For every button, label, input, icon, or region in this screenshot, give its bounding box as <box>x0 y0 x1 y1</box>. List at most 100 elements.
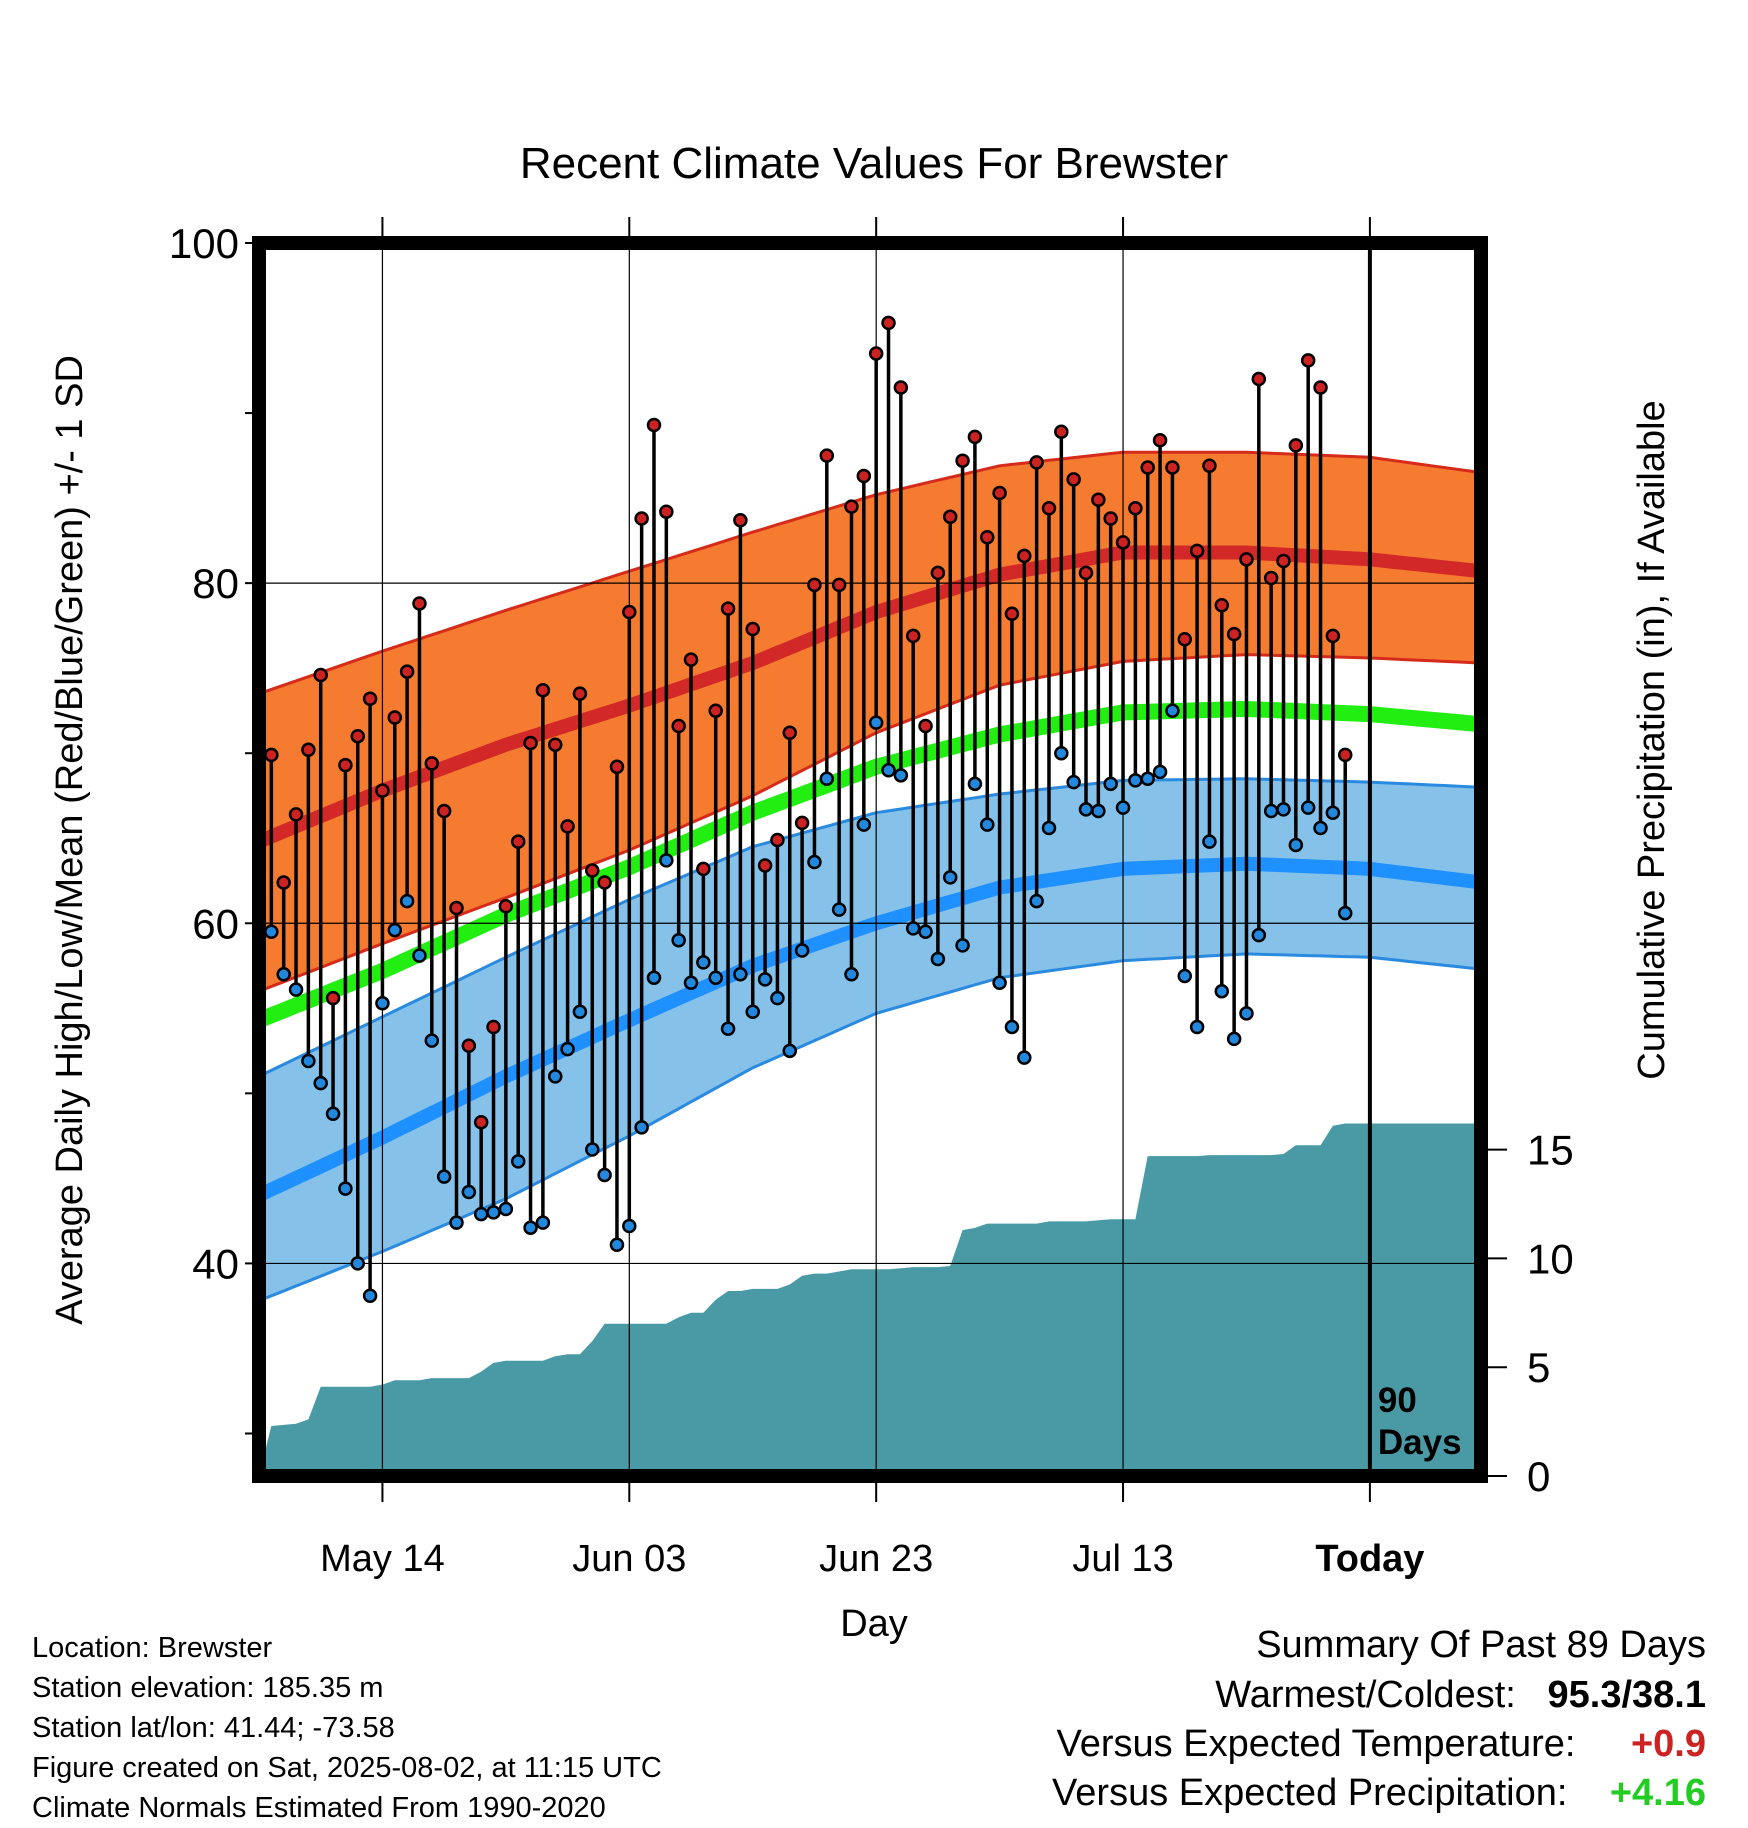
daily-high-point <box>942 509 958 525</box>
daily-low-point <box>1263 803 1279 819</box>
y-tick-label: 40 <box>192 1240 239 1287</box>
daily-low-point <box>819 771 835 786</box>
daily-low-point <box>831 902 847 917</box>
daily-high-point <box>1189 543 1205 559</box>
daily-high-point <box>844 499 859 514</box>
daily-high-point <box>313 667 328 683</box>
daily-high-point <box>301 742 316 758</box>
summary-precip: Versus Expected Precipitation: +4.16 <box>1052 1772 1706 1815</box>
daily-low-point <box>1041 820 1057 836</box>
daily-low-point <box>362 1288 378 1303</box>
daily-high-point <box>671 718 686 734</box>
daily-high-point <box>881 315 896 331</box>
daily-low-point <box>1165 703 1180 718</box>
daily-low-point <box>276 967 291 982</box>
daily-high-point <box>955 453 970 468</box>
daily-low-point <box>720 1021 736 1036</box>
daily-low-point <box>597 1167 612 1183</box>
daily-high-point <box>831 577 847 593</box>
daily-high-point <box>449 900 464 916</box>
daily-high-point <box>634 511 649 526</box>
daily-low-point <box>609 1237 625 1252</box>
daily-high-point <box>1115 535 1131 550</box>
daily-high-point <box>350 728 365 744</box>
daily-high-point <box>930 565 946 581</box>
daily-low-point <box>980 817 995 832</box>
today-days-label-line: 90 <box>1378 1381 1417 1420</box>
daily-high-point <box>387 710 403 725</box>
daily-low-point <box>1004 1019 1020 1035</box>
daily-high-point <box>1251 371 1267 387</box>
daily-high-point <box>1004 606 1020 622</box>
daily-high-point <box>362 691 378 707</box>
daily-low-point <box>288 982 304 997</box>
daily-high-point <box>659 504 674 519</box>
daily-low-point <box>745 1004 760 1019</box>
daily-low-point <box>868 715 884 730</box>
daily-low-point <box>671 933 686 948</box>
daily-low-point <box>350 1256 365 1271</box>
daily-low-point <box>547 1069 563 1084</box>
daily-high-point <box>807 577 822 593</box>
daily-low-point <box>375 995 390 1011</box>
daily-high-point <box>1214 597 1230 613</box>
daily-low-point <box>1017 1050 1032 1065</box>
daily-low-point <box>733 967 748 982</box>
daily-high-point <box>1152 433 1168 448</box>
daily-low-point <box>1128 773 1143 788</box>
daily-high-point <box>1177 632 1193 647</box>
daily-high-point <box>547 737 563 752</box>
daily-high-point <box>1041 501 1057 516</box>
precip-area <box>259 1123 1481 1476</box>
daily-high-point <box>1263 570 1279 586</box>
daily-low-point <box>967 776 983 792</box>
y2-tick-label: 10 <box>1527 1235 1574 1282</box>
daily-low-point <box>498 1201 514 1217</box>
daily-low-point <box>1226 1031 1242 1047</box>
daily-high-point <box>1337 747 1353 763</box>
daily-high-point <box>338 757 353 773</box>
daily-low-point <box>449 1215 464 1230</box>
daily-high-point <box>1313 380 1328 395</box>
x-axis-label: Day <box>840 1603 908 1645</box>
daily-high-point <box>560 819 575 834</box>
daily-low-point <box>1214 984 1230 999</box>
daily-low-point <box>461 1184 477 1200</box>
daily-low-point <box>523 1220 538 1235</box>
summary-temp-label: Versus Expected Temperature: <box>1056 1723 1576 1765</box>
daily-low-point <box>473 1206 489 1222</box>
daily-low-point <box>770 990 785 1006</box>
high-normal-line <box>259 545 1481 849</box>
daily-low-point <box>572 1004 588 1019</box>
daily-low-point <box>535 1215 551 1230</box>
daily-high-point <box>510 834 526 849</box>
daily-low-point <box>1115 800 1131 815</box>
daily-low-point <box>918 924 933 940</box>
summary-warmest-label: Warmest/Coldest: <box>1215 1674 1516 1716</box>
daily-high-point <box>412 596 427 611</box>
daily-high-point <box>733 512 748 528</box>
daily-low-point <box>622 1218 637 1234</box>
daily-high-point <box>683 652 699 667</box>
daily-low-point <box>930 951 946 967</box>
daily-high-point <box>585 863 600 878</box>
daily-low-point <box>412 948 427 963</box>
daily-low-point <box>942 870 958 885</box>
y-tick-label: 100 <box>169 220 239 267</box>
daily-high-point <box>1165 460 1180 475</box>
daily-low-point <box>486 1205 501 1220</box>
daily-low-point <box>1300 800 1316 815</box>
low-normal-band <box>259 777 1481 1303</box>
x-tick-label: Jul 13 <box>1072 1538 1173 1580</box>
daily-high-point <box>708 703 723 718</box>
summary-warmest-value: 95.3/38.1 <box>1547 1674 1706 1716</box>
daily-low-point <box>955 938 970 953</box>
daily-high-point <box>696 861 711 877</box>
daily-high-point <box>967 429 983 445</box>
y-axis-label: Average Daily High/Low/Mean (Red/Blue/Gr… <box>49 355 91 1325</box>
summary-heading: Summary Of Past 89 Days <box>1256 1624 1706 1666</box>
daily-low-point <box>313 1075 328 1091</box>
daily-low-point <box>646 970 662 985</box>
today-days-label-line: Days <box>1378 1423 1462 1462</box>
